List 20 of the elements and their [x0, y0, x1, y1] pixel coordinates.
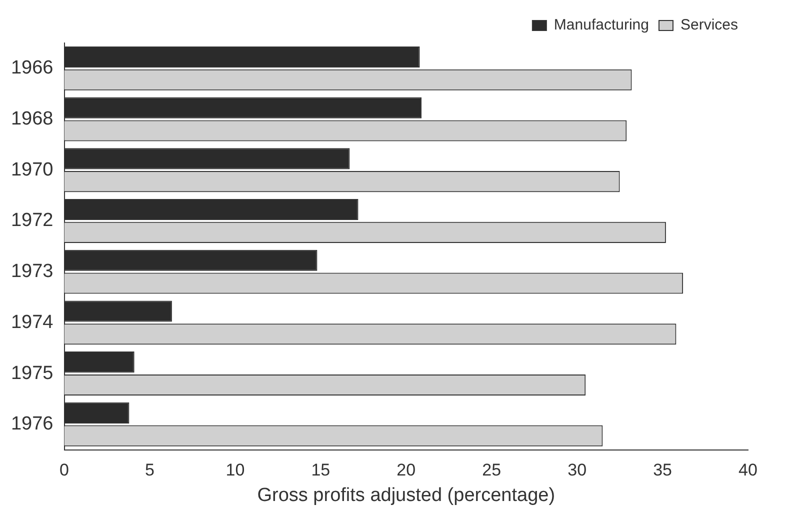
x-tick-label: 10	[226, 460, 245, 480]
y-tick-label: 1968	[10, 108, 54, 130]
x-tick-label: 5	[145, 460, 154, 480]
y-tick-label: 1972	[10, 210, 54, 232]
y-tick-label: 1970	[10, 159, 54, 180]
x-axis-title: Gross profits adjusted (percentage)	[257, 484, 556, 506]
x-tick-label: 30	[568, 460, 587, 480]
y-tick-label: 1973	[10, 261, 54, 282]
x-tick-label: 35	[653, 460, 672, 480]
x-tick-label: 20	[396, 460, 416, 480]
x-tick-label: 25	[482, 460, 502, 480]
y-tick-label: 1975	[10, 362, 54, 384]
y-tick-label: 1974	[10, 312, 54, 333]
x-tick-label: 15	[311, 460, 330, 480]
x-tick-label: 0	[60, 460, 69, 480]
legend-label: Services	[680, 16, 738, 34]
legend-label: Manufacturing	[554, 16, 649, 34]
y-tick-label: 1966	[10, 58, 54, 79]
x-tick-label: 40	[738, 460, 758, 480]
y-tick-label: 1976	[10, 414, 54, 435]
